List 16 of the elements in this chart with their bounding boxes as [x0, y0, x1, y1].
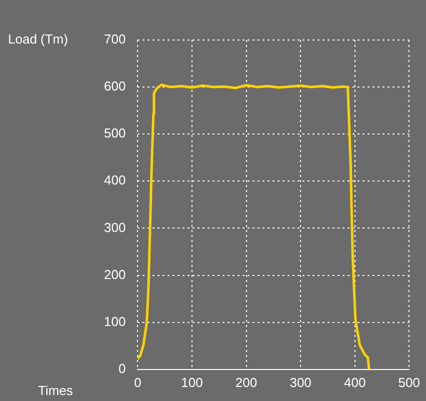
x-tick-label: 400: [344, 374, 366, 390]
x-axis-title: Times: [38, 382, 74, 398]
y-axis-title: Load (Tm): [8, 32, 68, 47]
y-tick-label: 300: [104, 220, 126, 235]
x-tick-label: 200: [235, 374, 258, 390]
y-tick-label: 700: [104, 32, 126, 47]
y-tick-label: 100: [104, 314, 126, 329]
x-tick-label: 300: [290, 374, 312, 390]
y-tick-label: 400: [104, 172, 126, 188]
x-tick-label: 500: [398, 374, 420, 390]
x-tick-label: 100: [181, 374, 203, 390]
y-tick-label: 0: [118, 360, 126, 376]
y-tick-label: 600: [104, 78, 126, 94]
y-tick-label: 500: [104, 126, 126, 141]
y-tick-label: 200: [104, 266, 126, 282]
x-tick-label: 0: [134, 374, 142, 390]
